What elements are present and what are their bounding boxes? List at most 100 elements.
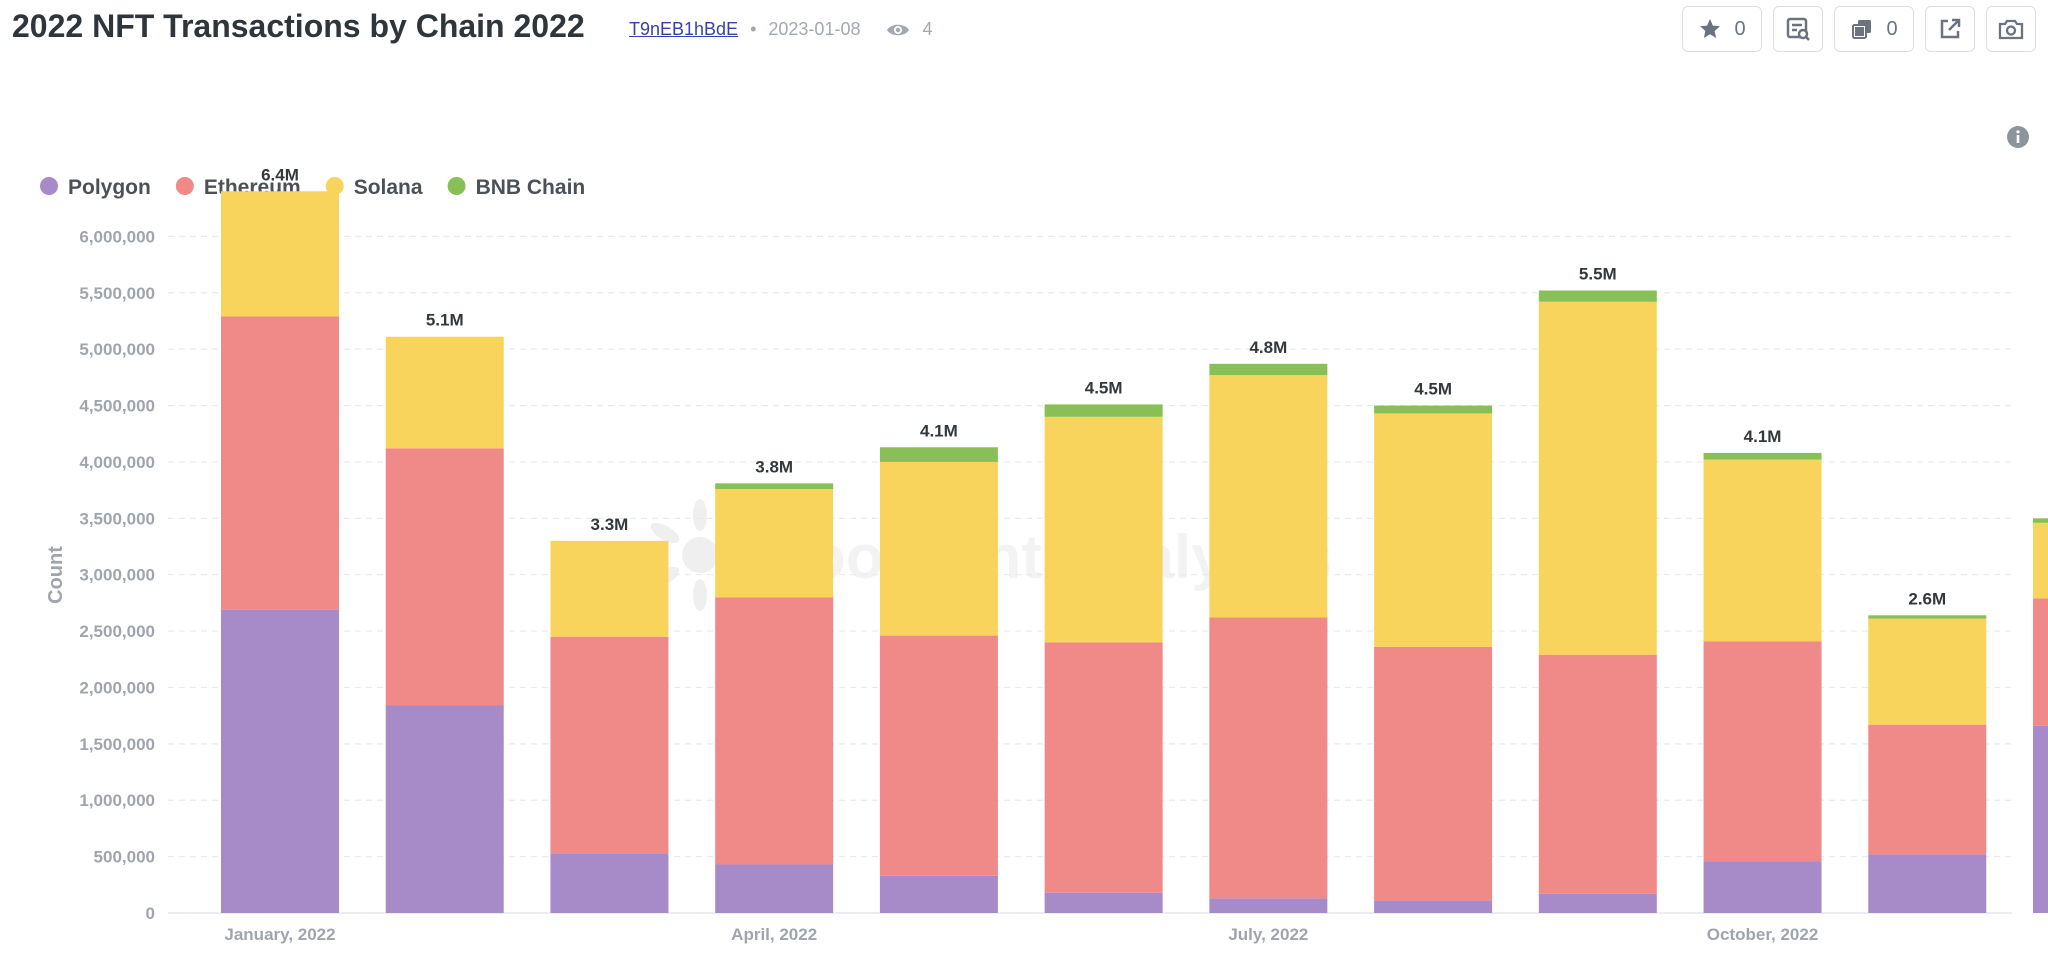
y-tick-7: 3,500,000 bbox=[79, 509, 155, 528]
bar-bnb-chain-3[interactable] bbox=[715, 483, 834, 489]
x-tick-9: October, 2022 bbox=[1707, 925, 1819, 944]
y-axis-label: Count bbox=[45, 546, 67, 604]
bar-polygon-11[interactable] bbox=[2033, 725, 2048, 913]
y-tick-11: 5,500,000 bbox=[79, 284, 155, 303]
total-label-2: 3.3M bbox=[591, 515, 629, 534]
bar-polygon-0[interactable] bbox=[221, 609, 339, 913]
bar-ethereum-6[interactable] bbox=[1209, 617, 1328, 899]
bar-bnb-chain-11[interactable] bbox=[2033, 518, 2048, 523]
y-tick-0: 0 bbox=[146, 904, 155, 923]
duplicate-count: 0 bbox=[1886, 17, 1898, 40]
legend-swatch-1 bbox=[175, 177, 194, 195]
y-tick-4: 2,000,000 bbox=[79, 678, 155, 697]
y-tick-10: 5,000,000 bbox=[79, 340, 155, 359]
legend-swatch-3 bbox=[447, 177, 466, 195]
bar-solana-0[interactable] bbox=[221, 191, 339, 317]
author-link[interactable]: T9nEB1hBdE bbox=[629, 19, 739, 39]
y-tick-8: 4,000,000 bbox=[79, 453, 155, 472]
legend-label-0[interactable]: Polygon bbox=[68, 176, 151, 199]
bar-polygon-10[interactable] bbox=[1868, 854, 1987, 913]
y-tick-3: 1,500,000 bbox=[79, 735, 155, 754]
info-icon[interactable] bbox=[2007, 126, 2029, 153]
bar-ethereum-4[interactable] bbox=[879, 635, 998, 876]
y-tick-5: 2,500,000 bbox=[79, 622, 155, 641]
bar-solana-11[interactable] bbox=[2033, 522, 2048, 599]
chart-meta: T9nEB1hBdE • 2023-01-08 4 bbox=[629, 19, 932, 40]
y-tick-12: 6,000,000 bbox=[79, 227, 155, 246]
bar-polygon-4[interactable] bbox=[879, 875, 998, 913]
y-tick-1: 500,000 bbox=[94, 848, 155, 867]
bar-solana-10[interactable] bbox=[1868, 618, 1987, 725]
bars bbox=[221, 191, 2048, 913]
star-icon bbox=[1698, 17, 1722, 41]
bar-ethereum-8[interactable] bbox=[1538, 654, 1657, 894]
bar-solana-8[interactable] bbox=[1538, 301, 1657, 655]
bar-polygon-9[interactable] bbox=[1703, 861, 1822, 913]
bar-solana-6[interactable] bbox=[1209, 375, 1328, 618]
legend-swatch-2 bbox=[325, 177, 344, 195]
total-label-7: 4.5M bbox=[1414, 380, 1452, 399]
bar-bnb-chain-7[interactable] bbox=[1374, 405, 1493, 414]
eye-icon bbox=[886, 22, 910, 38]
share-button[interactable] bbox=[1925, 6, 1975, 52]
bar-polygon-2[interactable] bbox=[550, 853, 669, 913]
bar-bnb-chain-9[interactable] bbox=[1703, 452, 1822, 460]
bar-ethereum-7[interactable] bbox=[1374, 646, 1493, 901]
bar-ethereum-1[interactable] bbox=[385, 448, 504, 706]
bar-bnb-chain-5[interactable] bbox=[1044, 404, 1163, 417]
total-label-6: 4.8M bbox=[1249, 338, 1287, 357]
bar-polygon-3[interactable] bbox=[715, 864, 834, 913]
total-label-1: 5.1M bbox=[426, 311, 464, 330]
total-label-5: 4.5M bbox=[1085, 378, 1123, 397]
view-count: 4 bbox=[922, 19, 933, 39]
bar-bnb-chain-6[interactable] bbox=[1209, 363, 1328, 376]
bar-ethereum-11[interactable] bbox=[2033, 598, 2048, 726]
total-label-0: 6.4M bbox=[261, 165, 299, 184]
bar-bnb-chain-4[interactable] bbox=[879, 447, 998, 462]
bar-polygon-7[interactable] bbox=[1374, 900, 1493, 913]
y-tick-9: 4,500,000 bbox=[79, 397, 155, 416]
total-label-10: 2.6M bbox=[1908, 589, 1946, 608]
bar-polygon-8[interactable] bbox=[1538, 893, 1657, 913]
total-label-8: 5.5M bbox=[1579, 265, 1617, 284]
legend-label-3[interactable]: BNB Chain bbox=[476, 176, 586, 199]
bar-solana-1[interactable] bbox=[385, 336, 504, 449]
bar-bnb-chain-8[interactable] bbox=[1538, 290, 1657, 302]
bar-solana-3[interactable] bbox=[715, 488, 834, 598]
screenshot-button[interactable] bbox=[1986, 6, 2036, 52]
bar-solana-7[interactable] bbox=[1374, 413, 1493, 647]
favorite-button[interactable]: 0 bbox=[1682, 6, 1762, 52]
favorite-count: 0 bbox=[1734, 17, 1746, 40]
meta-separator: • bbox=[750, 19, 757, 39]
bar-ethereum-5[interactable] bbox=[1044, 642, 1163, 893]
y-axis: 0 500,000 1,000,000 1,500,000 2,000,000 2,500… bbox=[79, 227, 155, 923]
bar-solana-2[interactable] bbox=[550, 540, 669, 637]
bar-ethereum-10[interactable] bbox=[1868, 724, 1987, 855]
total-labels: 6.4M 5.1M 3.3M 3.8M 4.1M 4.5M 4.8M 4.5M 5.5M 4.1M… bbox=[261, 165, 1946, 608]
y-tick-2: 1,000,000 bbox=[79, 791, 155, 810]
legend-label-2[interactable]: Solana bbox=[354, 176, 423, 199]
bar-ethereum-0[interactable] bbox=[221, 316, 339, 610]
bar-ethereum-9[interactable] bbox=[1703, 641, 1822, 862]
bar-bnb-chain-10[interactable] bbox=[1868, 615, 1987, 619]
bar-solana-5[interactable] bbox=[1044, 416, 1163, 643]
bar-polygon-1[interactable] bbox=[385, 705, 504, 913]
camera-icon bbox=[1998, 18, 2024, 40]
x-axis: January, 2022 April, 2022 July, 2022 Octobe… bbox=[224, 925, 1818, 944]
view-sql-button[interactable] bbox=[1773, 6, 1823, 52]
bar-polygon-5[interactable] bbox=[1044, 892, 1163, 913]
bar-solana-9[interactable] bbox=[1703, 459, 1822, 642]
page-title: 2022 NFT Transactions by Chain 2022 bbox=[12, 8, 585, 44]
x-tick-6: July, 2022 bbox=[1228, 925, 1308, 944]
bar-ethereum-2[interactable] bbox=[550, 636, 669, 854]
bar-ethereum-3[interactable] bbox=[715, 597, 834, 865]
query-icon bbox=[1785, 16, 1811, 42]
publish-date: 2023-01-08 bbox=[768, 19, 861, 39]
legend: Polygon Ethereum Solana BNB Chain bbox=[40, 176, 585, 199]
bar-solana-4[interactable] bbox=[879, 461, 998, 636]
duplicate-button[interactable]: 0 bbox=[1834, 6, 1914, 52]
copy-icon bbox=[1850, 17, 1874, 41]
bar-polygon-6[interactable] bbox=[1209, 898, 1328, 913]
total-label-9: 4.1M bbox=[1744, 427, 1782, 446]
